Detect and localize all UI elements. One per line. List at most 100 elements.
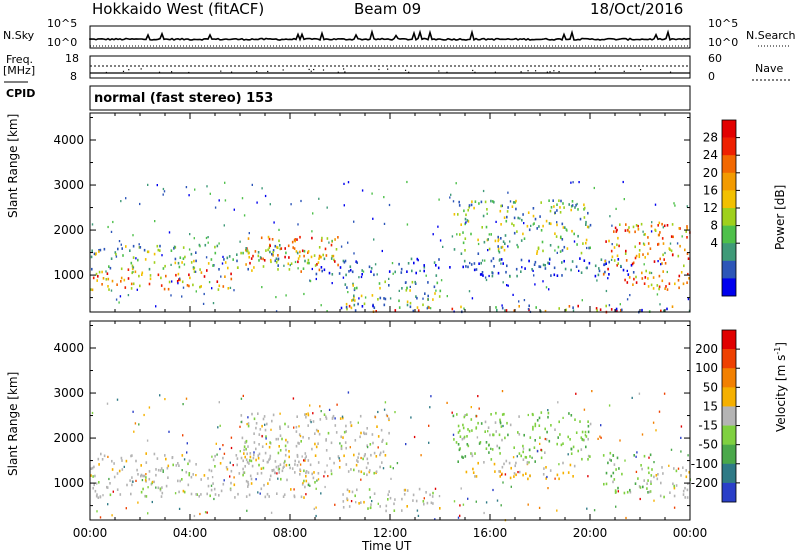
data-cell — [461, 455, 463, 459]
noise-cell — [599, 435, 601, 438]
noise-cell — [275, 310, 278, 313]
noise-cell — [417, 514, 420, 517]
data-cell — [332, 254, 335, 258]
colorbar-segment — [722, 155, 736, 174]
noise-cell — [547, 487, 549, 490]
data-cell — [240, 456, 243, 460]
noise-cell — [495, 220, 497, 223]
data-cell — [316, 263, 318, 266]
noise-cell — [261, 187, 263, 190]
data-cell — [584, 430, 587, 434]
data-cell — [515, 473, 517, 477]
data-cell — [318, 268, 321, 272]
noise-cell — [392, 467, 394, 470]
noise-cell — [270, 428, 272, 431]
data-cell — [305, 471, 307, 475]
data-cell — [523, 237, 526, 240]
noise-cell — [302, 481, 304, 485]
data-cell — [682, 493, 685, 496]
freq-dot — [494, 71, 496, 73]
data-cell — [324, 470, 326, 474]
data-cell — [370, 270, 372, 273]
data-cell — [412, 499, 414, 502]
noise-cell — [229, 475, 231, 478]
noise-cell — [467, 497, 469, 500]
noise-cell — [147, 486, 149, 489]
data-cell — [263, 259, 266, 262]
data-cell — [310, 255, 313, 259]
data-cell — [218, 284, 221, 288]
data-cell — [436, 281, 439, 285]
data-cell — [156, 457, 159, 460]
noise-cell — [419, 269, 421, 272]
data-cell — [349, 421, 352, 424]
data-cell — [664, 262, 667, 265]
data-cell — [269, 250, 271, 254]
data-cell — [495, 306, 497, 309]
data-cell — [140, 474, 142, 478]
noise-cell — [143, 413, 145, 417]
noise-cell — [507, 284, 509, 287]
data-cell — [300, 270, 302, 273]
noise-cell — [591, 390, 593, 393]
data-cell — [572, 306, 574, 309]
noise-cell — [205, 256, 208, 259]
data-cell — [424, 292, 426, 295]
noise-cell — [562, 416, 564, 419]
noise-cell — [488, 274, 490, 278]
data-cell — [355, 260, 357, 263]
data-cell — [371, 433, 374, 436]
data-cell — [107, 285, 109, 288]
noise-cell — [170, 294, 172, 297]
data-cell — [253, 432, 255, 435]
data-cell — [438, 295, 441, 298]
data-cell — [678, 286, 680, 290]
data-cell — [380, 428, 383, 432]
data-cell — [538, 424, 541, 427]
data-cell — [320, 255, 322, 259]
data-cell — [120, 267, 123, 271]
noise-cell — [371, 500, 373, 503]
data-cell — [247, 483, 250, 486]
data-cell — [304, 259, 306, 263]
data-cell — [137, 258, 139, 262]
data-cell — [199, 285, 201, 289]
data-cell — [688, 277, 690, 280]
data-cell — [675, 469, 678, 473]
noise-cell — [648, 456, 650, 459]
data-cell — [677, 254, 680, 258]
data-cell — [536, 252, 538, 255]
data-cell — [185, 470, 188, 474]
data-cell — [658, 287, 660, 291]
data-cell — [324, 247, 327, 251]
data-cell — [269, 457, 271, 460]
power-ylabel: Slant Range [km] — [6, 113, 20, 218]
data-cell — [261, 424, 263, 428]
data-cell — [346, 307, 348, 311]
data-cell — [334, 424, 337, 427]
data-cell — [242, 473, 244, 477]
data-cell — [646, 487, 648, 490]
data-cell — [673, 486, 676, 490]
data-cell — [384, 297, 387, 301]
data-cell — [343, 454, 345, 458]
data-cell — [245, 248, 247, 252]
data-cell — [338, 272, 341, 275]
data-cell — [272, 251, 274, 254]
noise-cell — [218, 199, 220, 202]
data-cell — [117, 247, 119, 251]
data-cell — [247, 445, 249, 448]
noise-cell — [501, 304, 503, 307]
data-cell — [616, 456, 619, 460]
colorbar-segment — [722, 482, 736, 503]
data-cell — [220, 489, 223, 493]
data-cell — [587, 437, 589, 441]
data-cell — [387, 417, 390, 420]
data-cell — [685, 469, 687, 472]
data-cell — [305, 479, 308, 483]
data-cell — [647, 277, 649, 280]
data-cell — [518, 452, 521, 455]
data-cell — [307, 413, 310, 417]
data-cell — [345, 305, 348, 309]
data-cell — [583, 206, 586, 210]
